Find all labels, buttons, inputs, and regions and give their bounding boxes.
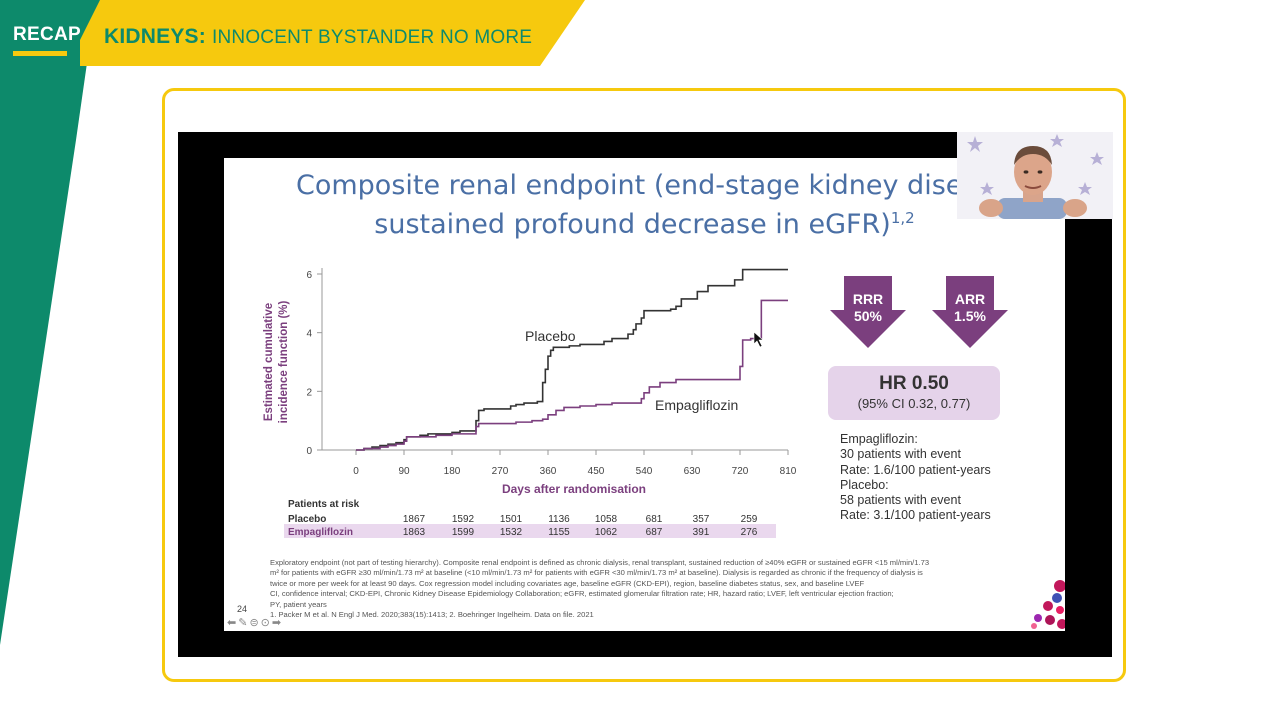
stats-line: 30 patients with event [840, 447, 961, 462]
y-tick-label: 6 [306, 270, 312, 281]
rrr-label: RRR [852, 291, 884, 307]
rrr-arrow-shape [830, 276, 906, 348]
footnote-line: CI, confidence interval; CKD-EPI, Chroni… [270, 589, 894, 599]
x-tick-label: 90 [398, 466, 410, 477]
risk-table-cell: 1058 [595, 514, 618, 525]
hazard-ratio-box: HR 0.50 (95% CI 0.32, 0.77) [828, 366, 1000, 420]
presenter-image [957, 132, 1113, 219]
title-bar-notch [80, 0, 100, 40]
risk-table-header: Patients at risk [288, 499, 360, 510]
risk-table-cell: 1592 [452, 514, 475, 525]
hr-value: HR 0.50 [879, 373, 949, 394]
risk-table-cell: 1155 [548, 527, 570, 538]
km-chart: 0 2 4 6 0 90 180 270 360 450 540 630 720 810 Days afte… [263, 268, 797, 538]
x-tick-label: 810 [780, 466, 797, 477]
hr-ci: (95% CI 0.32, 0.77) [857, 396, 971, 411]
x-tick-label: 360 [540, 466, 557, 477]
x-tick-label: 0 [353, 466, 359, 477]
footnote-line: twice or more per week for at least 90 d… [270, 578, 865, 588]
presenter-webcam [957, 132, 1113, 219]
risk-table-cell: 1501 [500, 514, 523, 525]
footnote-line: Exploratory endpoint (not part of testin… [270, 558, 930, 567]
footnote-line: 1. Packer M et al. N Engl J Med. 2020;38… [270, 610, 594, 620]
stats-line: Empagliflozin: [840, 432, 918, 446]
stats-line: 58 patients with event [840, 493, 961, 508]
slide-title-line1: Composite renal endpoint (end-stage kidn… [295, 170, 993, 201]
risk-table-cell: 259 [741, 514, 758, 525]
footnote-line: PY, patient years [270, 599, 327, 609]
risk-table-cell: 1532 [500, 527, 523, 538]
x-tick-label: 270 [492, 466, 509, 477]
footnote-line: m² for patients with eGFR ≥30 ml/min/1.7… [270, 568, 923, 578]
forward-arrow-icon[interactable]: ➡ [271, 617, 284, 629]
risk-table-cell: 687 [646, 527, 663, 538]
recap-label: RECAP [13, 24, 82, 45]
slide-title: Composite renal endpoint (end-stage kidn… [224, 170, 1065, 241]
rrr-arrow: RRR 50% [830, 276, 906, 348]
risk-table-cell: 1062 [595, 527, 618, 538]
stats-line: Placebo: [840, 477, 889, 492]
recap-underline [13, 51, 67, 56]
x-tick-label: 720 [732, 466, 749, 477]
empagliflozin-annotation: Empagliflozin [655, 397, 738, 413]
stats-line: Rate: 1.6/100 patient-years [840, 462, 991, 477]
corner-dots-decoration [1031, 580, 1065, 629]
page-title-bold: KIDNEYS: [104, 25, 206, 48]
arr-arrow-shape [932, 276, 1008, 348]
more-icon[interactable]: ⊙ [260, 617, 272, 629]
slide-number: 24 [237, 604, 248, 614]
risk-table-cell: 276 [741, 527, 758, 538]
slide-title-sup: 1,2 [890, 209, 915, 227]
y-tick-label: 2 [306, 387, 312, 398]
x-tick-label: 180 [444, 466, 461, 477]
presentation-slide: Composite renal endpoint (end-stage kidn… [224, 158, 1065, 631]
y-axis-label: Estimated cumulative [263, 303, 275, 421]
risk-table-cell: 1867 [403, 514, 426, 525]
y-tick-label: 4 [306, 329, 312, 340]
page-title-rest: INNOCENT BYSTANDER NO MORE [212, 27, 533, 48]
arr-label: ARR [954, 291, 986, 307]
arr-value: 1.5% [954, 308, 986, 324]
arr-arrow: ARR 1.5% [932, 276, 1008, 348]
video-frame [162, 88, 1126, 682]
event-stats: Empagliflozin: 30 patients with event Ra… [840, 432, 991, 524]
risk-table-cell: 357 [693, 514, 710, 525]
x-axis-label: Days after randomisation [502, 482, 646, 496]
slide-nav: ⬅✎⊜⊙➡ [227, 616, 283, 629]
page-title: KIDNEYS: INNOCENT BYSTANDER NO MORE [104, 25, 532, 49]
grid-icon[interactable]: ⊜ [249, 617, 261, 629]
pen-icon[interactable]: ✎ [238, 617, 250, 629]
x-tick-label: 450 [588, 466, 605, 477]
placebo-series-line [356, 268, 788, 451]
mouse-cursor-icon [753, 331, 764, 348]
risk-table-cell: 1599 [452, 527, 475, 538]
y-tick-label: 0 [306, 446, 312, 457]
x-tick-label: 540 [636, 466, 653, 477]
risk-table-cell: 1136 [548, 514, 570, 525]
risk-row-label: Empagliflozin [288, 527, 353, 538]
risk-row-highlight [284, 524, 776, 538]
footnotes: Exploratory endpoint (not part of testin… [270, 558, 1010, 620]
risk-table-cell: 1863 [403, 527, 426, 538]
title-bar-yellow [80, 0, 585, 66]
green-band [0, 0, 96, 645]
star-decoration [967, 134, 1104, 195]
risk-row-label: Placebo [288, 514, 326, 525]
risk-table-cell: 681 [646, 514, 663, 525]
x-tick-label: 630 [684, 466, 701, 477]
empagliflozin-series-line [356, 299, 788, 451]
slide-title-line2: sustained profound decrease in eGFR) [374, 209, 891, 240]
rrr-value: 50% [853, 308, 883, 324]
placebo-annotation: Placebo [525, 328, 576, 344]
y-axis-label: incidence function (%) [278, 300, 290, 423]
back-arrow-icon[interactable]: ⬅ [227, 617, 239, 629]
risk-table-cell: 391 [693, 527, 710, 538]
stats-line: Rate: 3.1/100 patient-years [840, 508, 991, 523]
